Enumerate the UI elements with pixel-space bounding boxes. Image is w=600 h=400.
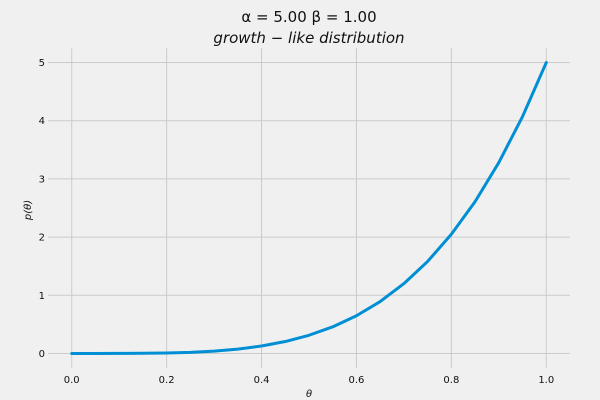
x-tick-label: 0.2 bbox=[159, 375, 175, 386]
x-tick-label: 0.6 bbox=[349, 375, 365, 386]
series-layer bbox=[70, 61, 548, 355]
series-line bbox=[70, 61, 548, 355]
y-ticks: 0 1 2 3 4 5 bbox=[39, 58, 45, 360]
x-tick-label: 1.0 bbox=[538, 375, 554, 386]
x-tick-label: 0.4 bbox=[254, 375, 270, 386]
y-tick-label: 1 bbox=[39, 291, 45, 302]
chart-title-line-2: growth − like distribution bbox=[213, 29, 404, 47]
y-tick-label: 4 bbox=[39, 116, 45, 127]
y-axis-label: p(θ) bbox=[23, 200, 34, 221]
x-tick-label: 0.0 bbox=[64, 375, 80, 386]
chart-title-line-1: α = 5.00 β = 1.00 bbox=[241, 8, 376, 26]
y-tick-label: 3 bbox=[39, 174, 45, 185]
y-tick-label: 2 bbox=[39, 233, 45, 244]
x-axis-label: θ bbox=[306, 389, 312, 400]
x-tick-label: 0.8 bbox=[443, 375, 459, 386]
y-tick-label: 0 bbox=[39, 349, 45, 360]
y-tick-label: 5 bbox=[39, 58, 45, 69]
grid bbox=[48, 48, 570, 368]
x-ticks: 0.0 0.2 0.4 0.6 0.8 1.0 bbox=[64, 375, 554, 386]
